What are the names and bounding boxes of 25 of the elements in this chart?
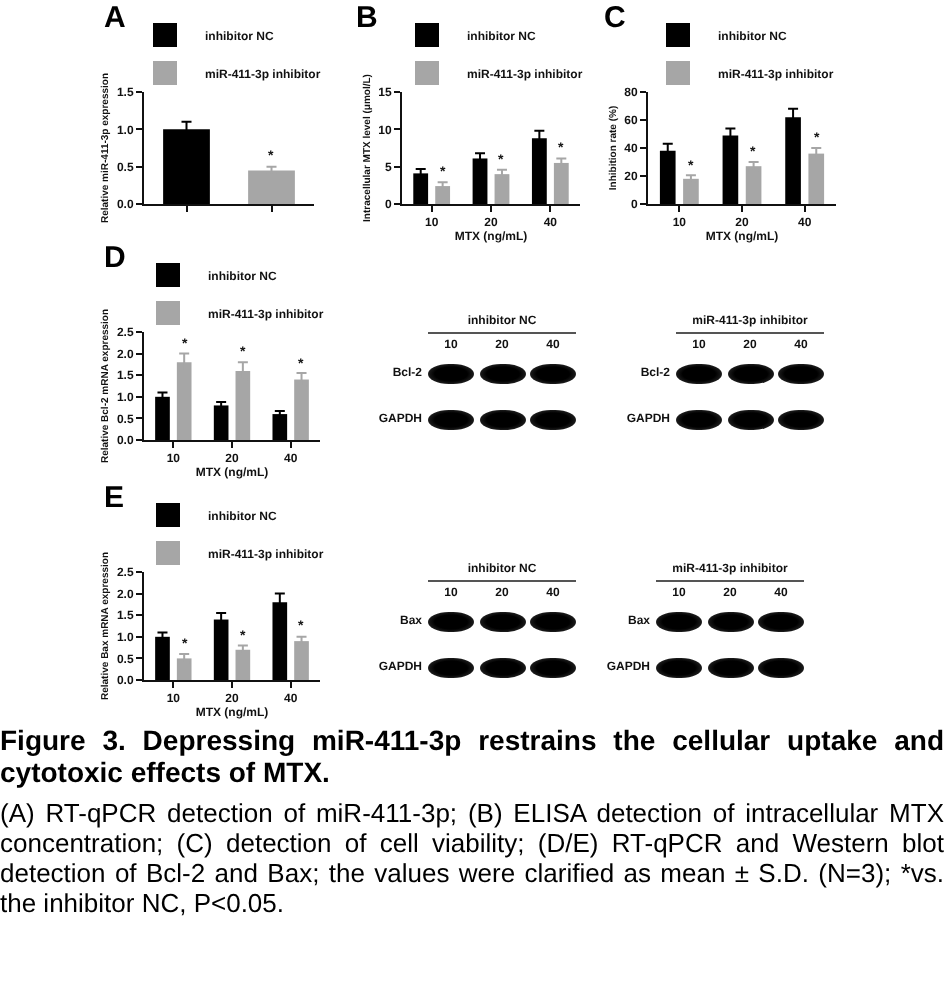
bar — [272, 414, 288, 440]
bar — [531, 138, 547, 204]
bar — [435, 186, 451, 204]
bar — [659, 150, 676, 204]
bar — [553, 162, 569, 204]
bar — [413, 173, 429, 204]
chart-title: A — [104, 1, 126, 35]
chart-title: D — [104, 241, 126, 275]
bar — [722, 135, 739, 204]
bar — [294, 641, 309, 680]
bar — [472, 158, 488, 204]
bar — [213, 405, 229, 440]
bar — [213, 619, 229, 680]
bar — [745, 166, 762, 204]
chart-title: C — [604, 1, 626, 35]
bar — [294, 379, 309, 440]
bar — [155, 636, 170, 680]
bar — [808, 153, 825, 204]
bar — [155, 396, 170, 440]
bar — [176, 658, 192, 680]
chart-title: B — [356, 1, 378, 35]
text: Figure 3. Depressing miR-411-3p restrains the cellular uptake and cytotoxic effects of MTX. — [0, 724, 944, 788]
text: (A) RT-qPCR detection of miR-411-3p; (B) ELISA detection of intracellular MTX concentration; (C) detection of cell viability; (D/E) RT-qPCR and Western blot detection of Bcl-2 and Bax; the values were clarified as mean ± S.D. (N=3); *vs. the inhibitor NC, P<0.05. — [0, 798, 944, 918]
bar — [683, 178, 699, 204]
chart-title: E — [104, 481, 125, 515]
